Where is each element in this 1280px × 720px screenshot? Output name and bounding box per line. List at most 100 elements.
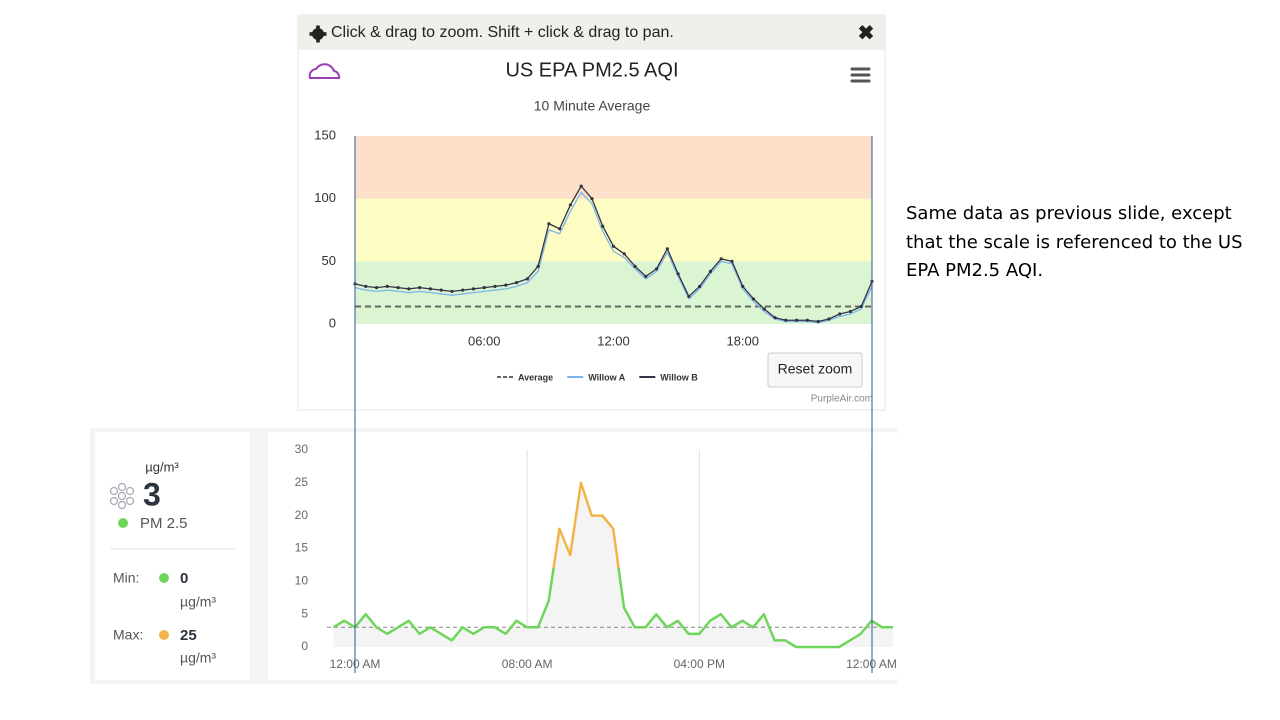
point	[644, 274, 648, 278]
chart-subtitle: 10 Minute Average	[534, 98, 651, 114]
close-button[interactable]: ✖	[858, 22, 875, 44]
point	[633, 264, 637, 268]
point	[536, 264, 540, 268]
point	[558, 227, 562, 231]
point	[590, 197, 594, 201]
x-tick-label: 08:00 AM	[502, 657, 553, 671]
point	[708, 269, 713, 273]
point	[461, 288, 465, 292]
aqi-band	[355, 261, 872, 324]
pollutant-label: PM 2.5	[140, 515, 188, 532]
max-label: Max:	[113, 627, 143, 643]
slide-note: Same data as previous slide, except that…	[906, 203, 1243, 281]
point	[741, 284, 745, 288]
menu-button[interactable]	[850, 67, 871, 83]
point	[751, 297, 756, 301]
y-tick-label: 10	[295, 574, 309, 588]
point	[418, 286, 422, 290]
cloud-icon	[308, 63, 341, 79]
point	[827, 317, 831, 321]
x-tick-label: 18:00	[726, 333, 759, 348]
credit[interactable]: PurpleAir.com	[811, 394, 873, 405]
y-tick-label: 25	[295, 475, 309, 489]
x-tick-label: 12:00 AM	[846, 657, 897, 671]
x-tick-label: 04:00 PM	[674, 657, 725, 671]
point	[838, 312, 842, 316]
min-label: Min:	[113, 570, 139, 586]
point	[579, 184, 583, 188]
point	[784, 318, 788, 322]
y-tick-label: 30	[295, 442, 309, 456]
point	[730, 259, 734, 263]
y-tick-label: 20	[295, 508, 309, 522]
x-tick-label: 12:00	[597, 333, 630, 348]
point	[504, 283, 508, 287]
min-unit: µg/m³	[180, 594, 216, 610]
legend-label: Average	[518, 372, 553, 382]
point	[795, 318, 799, 322]
status-dot	[118, 518, 128, 528]
legend-label: Willow A	[588, 372, 626, 382]
legend-label: Willow B	[660, 372, 698, 382]
gear-icon	[309, 25, 327, 43]
point	[773, 316, 777, 320]
point	[385, 284, 389, 288]
point	[848, 309, 853, 314]
max-value: 25	[180, 627, 197, 644]
point	[698, 284, 702, 288]
toolbar	[298, 15, 885, 50]
point	[622, 252, 626, 256]
point	[471, 287, 476, 291]
min-value: 0	[180, 570, 188, 587]
point	[805, 318, 809, 322]
current-value: 3	[143, 476, 161, 512]
point	[525, 277, 529, 281]
point	[665, 247, 669, 251]
max-dot	[159, 630, 169, 640]
point	[719, 257, 723, 261]
x-tick-label: 06:00	[468, 333, 501, 348]
aqi-band	[355, 136, 872, 199]
point	[611, 244, 616, 248]
series-line	[332, 481, 893, 649]
point	[428, 287, 432, 291]
reset-zoom-label[interactable]: Reset zoom	[778, 361, 853, 377]
point	[514, 281, 519, 285]
point	[374, 286, 379, 290]
point	[676, 272, 680, 276]
point	[816, 319, 820, 324]
point	[493, 284, 497, 288]
area	[333, 482, 893, 647]
point	[450, 289, 454, 294]
y-tick-label: 100	[314, 190, 336, 205]
point	[654, 267, 659, 271]
min-dot	[159, 573, 169, 583]
point	[601, 224, 605, 228]
sensor-icon	[109, 482, 135, 510]
y-tick-label: 0	[301, 639, 308, 653]
max-unit: µg/m³	[180, 650, 216, 666]
y-tick-label: 150	[314, 127, 336, 142]
point	[568, 203, 573, 207]
point	[547, 222, 551, 226]
point	[687, 294, 691, 299]
toolbar-text: Click & drag to zoom. Shift + click & dr…	[331, 24, 674, 41]
y-tick-label: 0	[329, 315, 336, 330]
sensor-panel	[95, 432, 250, 680]
point	[407, 287, 411, 291]
y-tick-label: 15	[295, 541, 309, 555]
point	[396, 286, 400, 290]
point	[364, 284, 368, 288]
y-tick-label: 50	[322, 253, 336, 268]
point	[482, 286, 486, 290]
point	[859, 304, 863, 309]
chart-title: US EPA PM2.5 AQI	[505, 59, 678, 81]
unit-label: µg/m³	[145, 459, 179, 474]
point	[762, 307, 766, 311]
y-tick-label: 5	[301, 606, 308, 620]
reset-zoom-button[interactable]	[767, 352, 863, 388]
